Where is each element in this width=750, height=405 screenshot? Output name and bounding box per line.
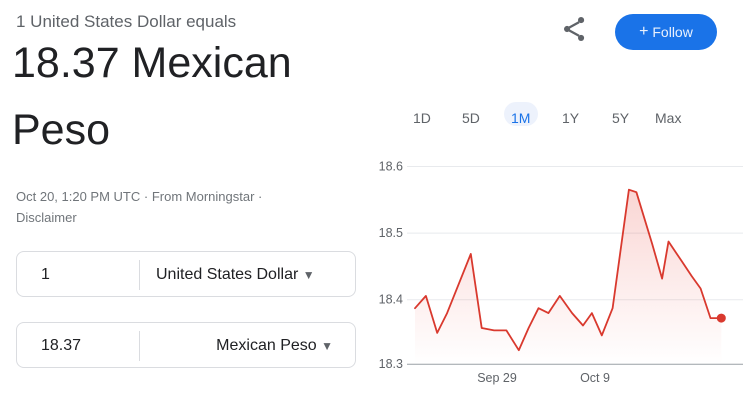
svg-text:18.5: 18.5 [379,226,403,240]
svg-text:Sep 29: Sep 29 [477,371,517,385]
svg-text:Oct 9: Oct 9 [580,371,610,385]
svg-text:18.3: 18.3 [379,357,403,371]
svg-text:18.4: 18.4 [379,293,403,307]
svg-text:18.6: 18.6 [379,160,403,174]
